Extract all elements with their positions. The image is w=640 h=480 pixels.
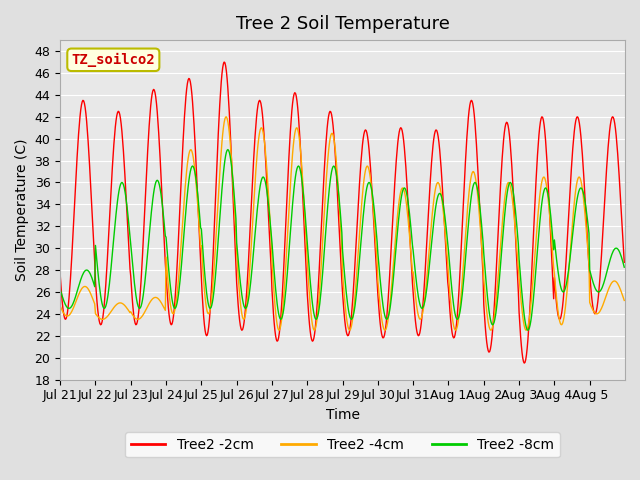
Tree2 -8cm <box>524 327 532 333</box>
Legend: Tree2 -2cm, Tree2 -4cm, Tree2 -8cm: Tree2 -2cm, Tree2 -4cm, Tree2 -8cm <box>125 432 560 457</box>
Tree2 -8cm <box>227 157 235 163</box>
Tree2 -4cm <box>255 135 262 141</box>
Tree2 -2cm <box>56 271 64 277</box>
Tree2 -8cm <box>56 287 64 292</box>
Tree2 -8cm <box>122 198 130 204</box>
X-axis label: Time: Time <box>326 408 360 422</box>
Line: Tree2 -8cm: Tree2 -8cm <box>60 150 624 330</box>
Tree2 -2cm <box>227 140 235 146</box>
Tree2 -8cm <box>276 316 284 322</box>
Tree2 -4cm <box>276 326 284 332</box>
Tree2 -2cm <box>220 59 228 65</box>
Tree2 -4cm <box>223 114 230 120</box>
Line: Tree2 -2cm: Tree2 -2cm <box>60 62 624 363</box>
Tree2 -8cm <box>620 264 628 270</box>
Line: Tree2 -4cm: Tree2 -4cm <box>60 117 624 330</box>
Tree2 -4cm <box>434 180 442 186</box>
Tree2 -8cm <box>255 193 262 199</box>
Tree2 -2cm <box>433 128 440 133</box>
Tree2 -4cm <box>227 146 235 152</box>
Tree2 -2cm <box>122 198 130 204</box>
Tree2 -2cm <box>276 324 284 329</box>
Title: Tree 2 Soil Temperature: Tree 2 Soil Temperature <box>236 15 449 33</box>
Tree2 -4cm <box>381 327 389 333</box>
Tree2 -2cm <box>255 99 262 105</box>
Tree2 -4cm <box>620 298 628 303</box>
Tree2 -8cm <box>433 198 440 204</box>
Text: TZ_soilco2: TZ_soilco2 <box>72 53 155 67</box>
Tree2 -8cm <box>224 147 232 153</box>
Tree2 -4cm <box>402 196 410 202</box>
Tree2 -4cm <box>56 303 64 309</box>
Tree2 -8cm <box>401 186 409 192</box>
Tree2 -2cm <box>620 260 628 265</box>
Tree2 -4cm <box>122 304 130 310</box>
Y-axis label: Soil Temperature (C): Soil Temperature (C) <box>15 139 29 281</box>
Tree2 -2cm <box>401 154 409 159</box>
Tree2 -2cm <box>520 360 528 366</box>
